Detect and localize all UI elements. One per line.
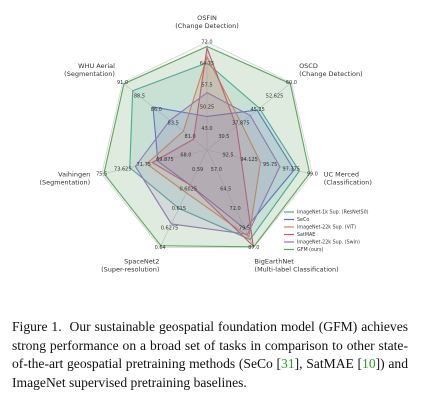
tick-label: 86.0 [151,107,162,113]
series-area [129,62,300,241]
legend-label: GFM (ours) [297,247,323,253]
tick-label: 79.5 [239,225,250,231]
axis-task: (Classification) [324,178,372,186]
tick-label: 0.64 [155,245,166,251]
axis-spoke [206,82,292,151]
tick-label: 87.0 [248,245,259,251]
axis-name: OSFIN [197,14,217,22]
legend-label: ImageNet-22k Sup. (ViT) [297,225,356,231]
caption-text: 10 [362,356,376,371]
tick-label: 97.375 [282,167,300,173]
axis-name: OSCD [299,62,318,70]
tick-label: 69.875 [156,157,174,163]
tick-label: 37.875 [232,121,250,127]
tick-label: 68.0 [180,152,191,158]
tick-label: 99.0 [307,172,318,178]
tick-label: 57.0 [211,167,222,173]
legend-label: SatMAE [297,232,315,238]
tick-label: 30.5 [218,134,229,140]
tick-label: 60.0 [286,80,297,86]
tick-label: 71.75 [137,162,151,168]
tick-label: 83.5 [168,121,179,127]
tick-label: 52.625 [266,94,284,100]
legend-label: ImageNet-22k Sup. (Swin) [297,240,360,246]
tick-label: 43.0 [201,126,212,132]
axis-name: Vaihingen [58,170,90,178]
legend-label: ImageNet-1k Sup. (ResNet50) [297,210,369,216]
axis-spoke [206,149,255,248]
tick-label: 94.125 [240,157,258,163]
axis-task: (Segmentation) [39,178,90,186]
tick-label: 72.0 [230,206,241,212]
tick-label: 95.75 [263,162,277,168]
axis-task: (Change Detection) [299,70,363,78]
tick-label: 75.5 [96,172,107,178]
axis-task: (Super-resolution) [101,265,159,273]
series-area [152,106,295,230]
series-area [103,45,311,248]
tick-label: 72.0 [201,40,212,46]
caption-text: Our sustainable geospatial foundation mo… [12,319,409,371]
tick-label: 50.25 [200,104,214,110]
tick-label: 0.6025 [180,186,198,192]
axis-name: BigEarthNet [255,257,295,265]
caption-text: ]) and ImageNet supervised pretraining b… [12,356,408,390]
axis-name: WHU Aerial [78,62,115,70]
tick-label: 64.75 [200,61,214,67]
axis-task: (Change Detection) [175,22,239,30]
axis-task: (Segmentation) [64,70,115,78]
series-area [151,45,254,248]
axis-name: SpaceNet2 [124,257,159,265]
tick-label: 0.615 [172,206,186,212]
axis-spoke [101,149,208,175]
caption-label: Figure 1. [12,319,62,334]
tick-label: 64.5 [220,186,231,192]
tick-label: 0.6275 [161,225,179,231]
caption: Figure 1. Our sustainable geospatial fou… [12,318,408,392]
tick-label: 81.0 [185,134,196,140]
axis-task: (Multi-label Classification) [255,265,339,273]
tick-label: 0.59 [192,167,203,173]
tick-label: 91.0 [117,80,128,86]
tick-label: 88.5 [134,94,145,100]
series-area [134,91,281,235]
caption-text: ], SatMAE [ [294,356,363,371]
tick-label: 92.5 [222,152,233,158]
caption-text: 31 [281,356,295,371]
legend-label: SeCo [297,217,309,223]
tick-label: 45.25 [250,107,264,113]
tick-label: 73.625 [114,167,132,173]
axis-spoke [122,82,208,151]
series-area [145,55,262,238]
axis-spoke [159,149,208,248]
tick-label: 57.5 [201,83,212,89]
axis-name: UC Merced [324,170,359,178]
